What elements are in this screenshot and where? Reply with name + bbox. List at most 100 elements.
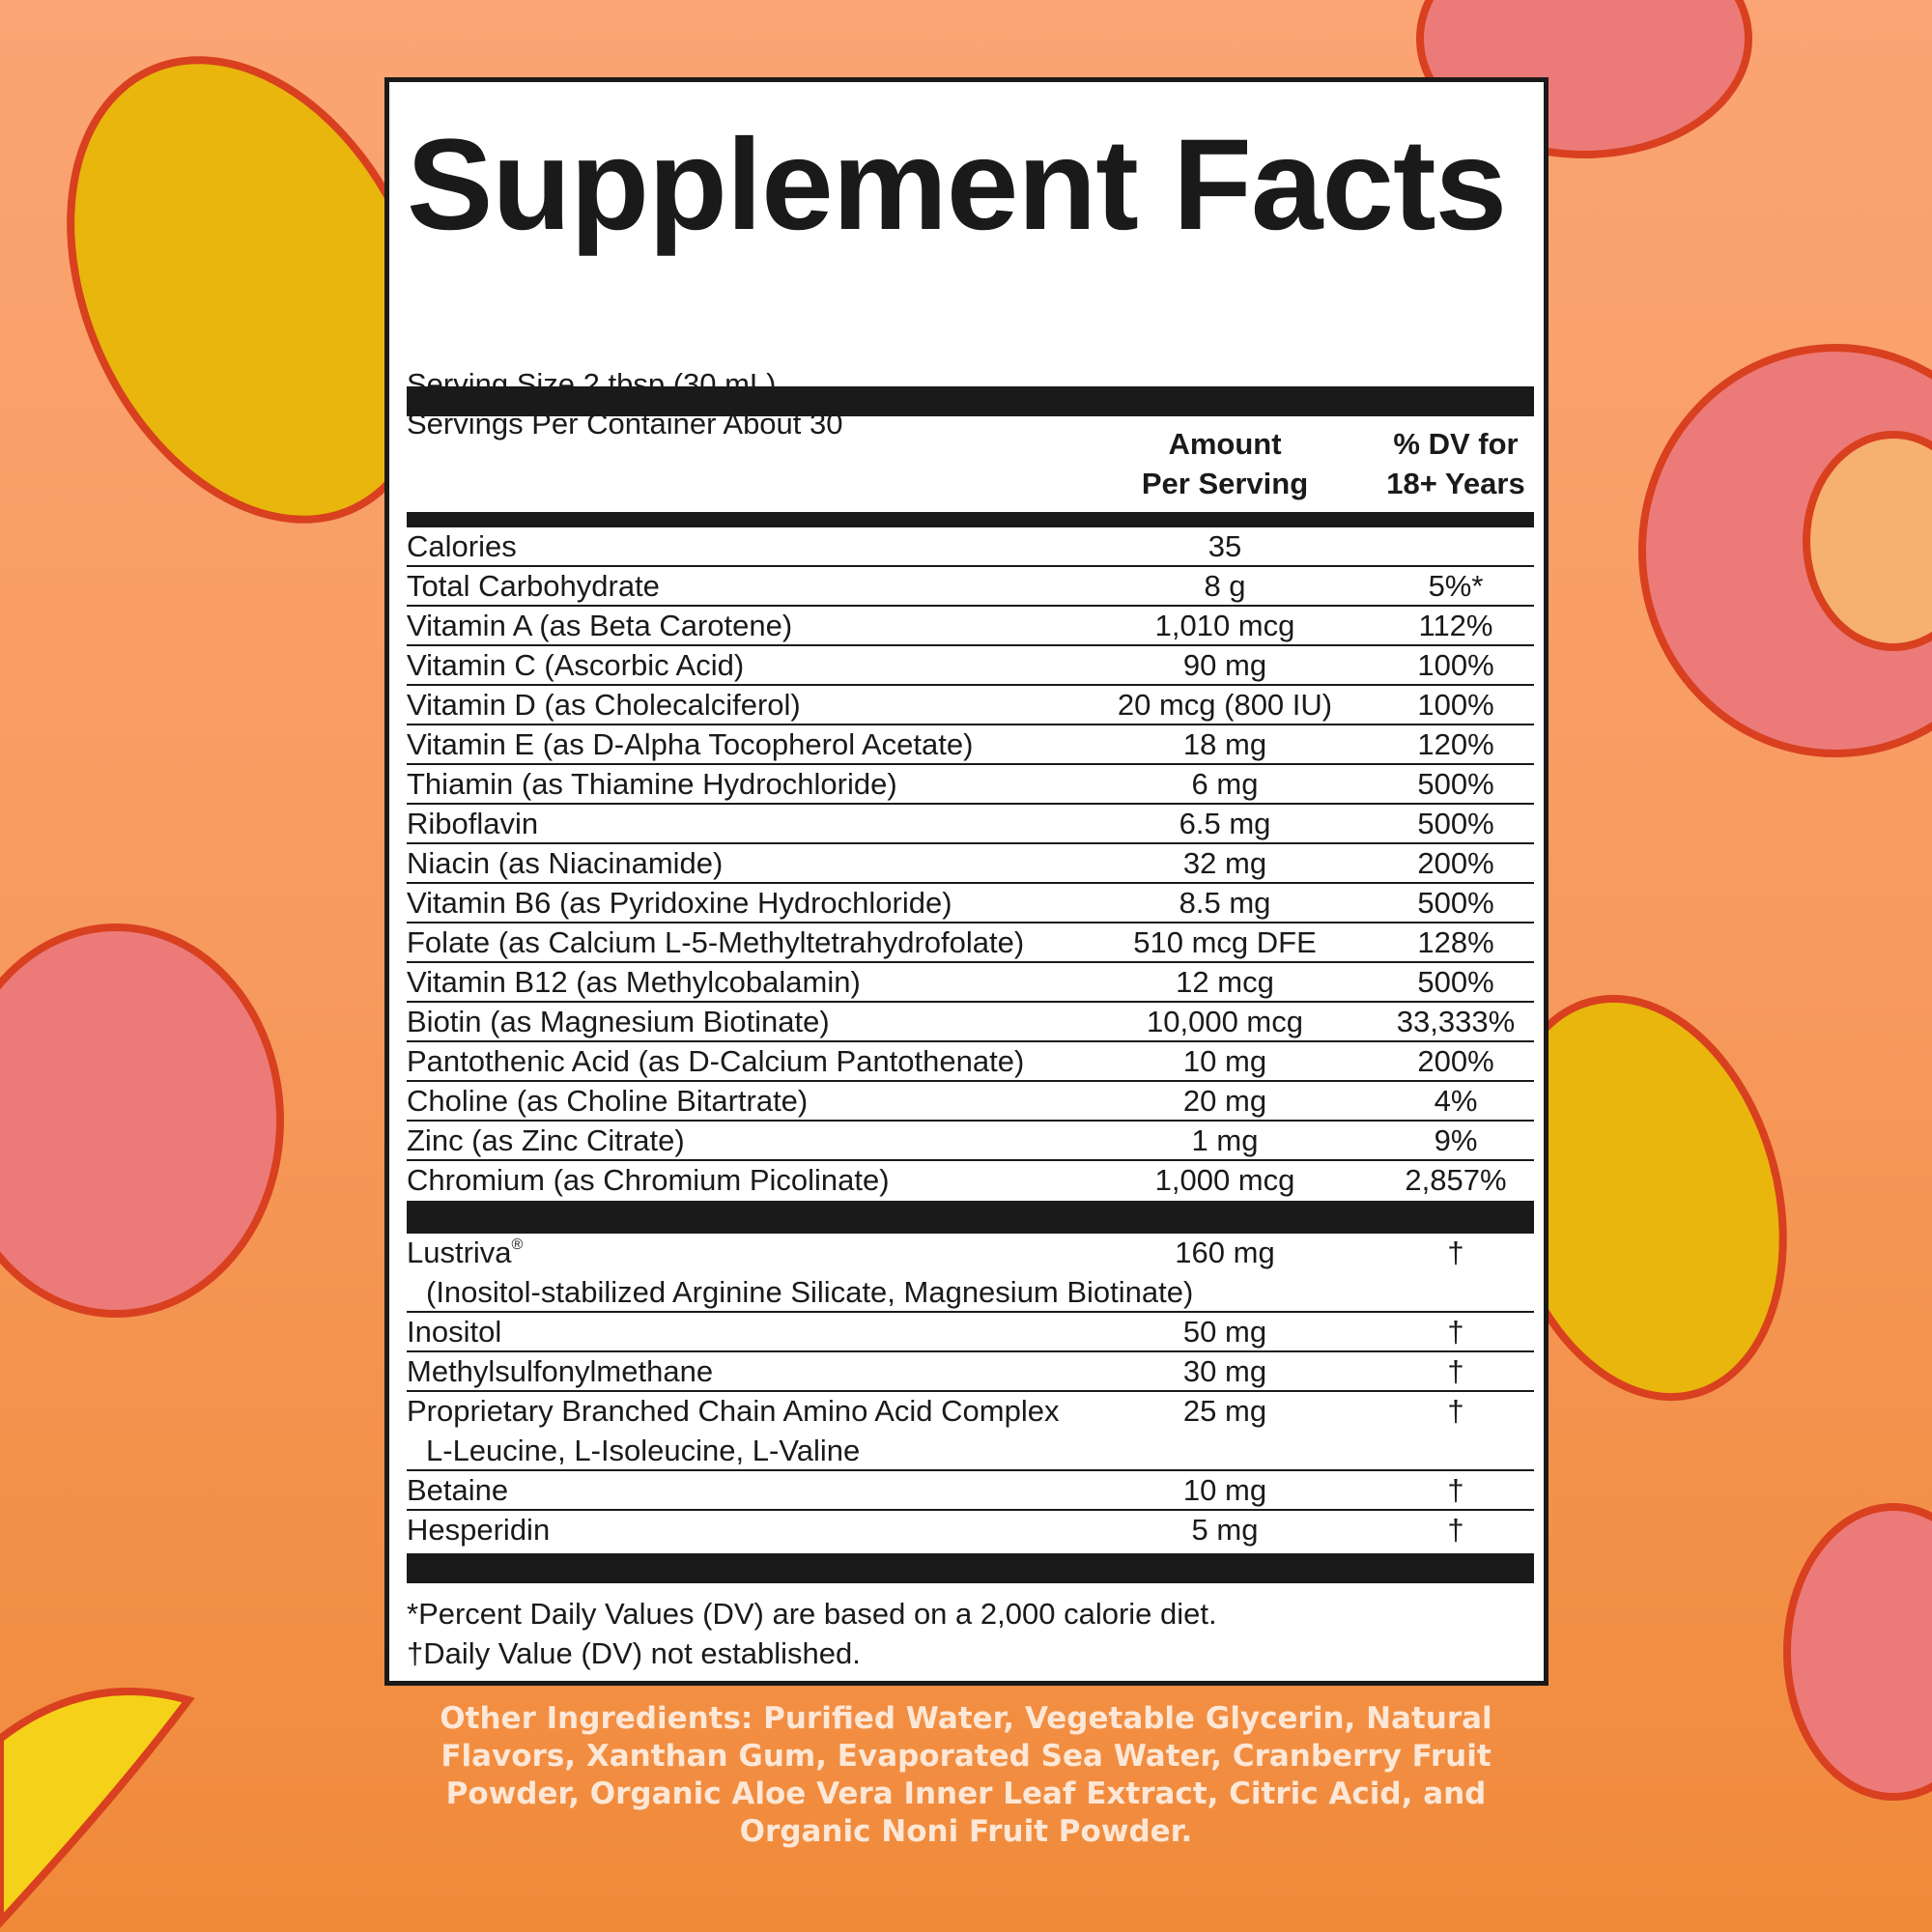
table-row: Total Carbohydrate 8 g 5%* [407,567,1534,607]
table-row: Zinc (as Zinc Citrate) 1 mg 9% [407,1122,1534,1161]
daily-value: 200% [1417,1044,1494,1078]
amount-per-serving: 160 mg [1175,1236,1275,1269]
table-row: Riboflavin 6.5 mg 500% [407,805,1534,844]
nutrient-name-text: Pantothenic Acid (as D-Calcium Pantothen… [407,1044,1025,1078]
amount-per-serving: 10 mg [1182,1473,1267,1507]
nutrient-name-text: Vitamin D (as Cholecalciferol) [407,688,801,722]
nutrient-name: Chromium (as Chromium Picolinate) [407,1161,890,1199]
table-row: Proprietary Branched Chain Amino Acid Co… [407,1392,1534,1471]
amount-per-serving: 18 mg [1182,727,1267,761]
nutrient-name-text: Vitamin B12 (as Methylcobalamin) [407,965,861,999]
amount-per-serving: 8 g [1204,569,1246,603]
divider-bar [407,386,1534,416]
nutrient-name: Total Carbohydrate [407,567,660,605]
table-row: Inositol 50 mg † [407,1313,1534,1352]
amount-per-serving: 1,000 mcg [1154,1163,1295,1197]
nutrient-table: Calories 35 Total Carbohydrate 8 g 5%* Vitami… [407,527,1534,1199]
nutrient-subtext: (Inositol-stabilized Arginine Silicate, … [426,1275,1194,1309]
dv-header-line: 18+ Years [1386,467,1525,500]
daily-value: † [1447,1315,1464,1349]
table-row: Vitamin D (as Cholecalciferol) 20 mcg (80… [407,686,1534,725]
amount-per-serving: 12 mcg [1176,965,1274,999]
daily-value: † [1447,1354,1464,1388]
daily-value: 500% [1417,767,1494,801]
nutrient-name-text: Betaine [407,1473,509,1507]
nutrient-name-text: Inositol [407,1315,502,1349]
amount-per-serving: 10,000 mcg [1147,1005,1303,1038]
table-row: Biotin (as Magnesium Biotinate) 10,000 mc… [407,1003,1534,1042]
amount-per-serving: 90 mg [1182,648,1267,682]
daily-value: 500% [1417,807,1494,840]
nutrient-name: Vitamin B12 (as Methylcobalamin) [407,963,861,1001]
daily-value: 112% [1418,609,1493,642]
nutrient-name: Lustriva® [407,1234,523,1271]
table-row: Methylsulfonylmethane 30 mg † [407,1352,1534,1392]
nutrient-name-text: Lustriva [407,1236,512,1269]
nutrient-name-text: Total Carbohydrate [407,569,660,603]
nutrient-name-text: Vitamin B6 (as Pyridoxine Hydrochloride) [407,886,952,920]
nutrient-name-text: Zinc (as Zinc Citrate) [407,1123,685,1157]
table-row: Vitamin A (as Beta Carotene) 1,010 mcg 112… [407,607,1534,646]
divider-bar [407,1201,1534,1234]
nutrient-name-text: Proprietary Branched Chain Amino Acid Co… [407,1394,1060,1428]
amount-per-serving: 25 mg [1182,1394,1267,1428]
nutrient-name: Inositol [407,1313,501,1350]
nutrient-name-text: Vitamin E (as D-Alpha Tocopherol Acetate… [407,727,974,761]
nutrient-name: Methylsulfonylmethane [407,1352,713,1390]
amount-per-serving: 6 mg [1191,767,1259,801]
amount-per-serving: 1 mg [1191,1123,1259,1157]
table-row: Hesperidin 5 mg † [407,1511,1534,1548]
table-row: Folate (as Calcium L-5-Methyltetrahydrof… [407,923,1534,963]
daily-value: 100% [1417,688,1494,722]
table-row: Choline (as Choline Bitartrate) 20 mg 4% [407,1082,1534,1122]
other-ingredients: Other Ingredients: Purified Water, Veget… [440,1701,1492,1849]
peach-illustration [1783,1503,1932,1801]
divider-bar [407,1553,1534,1583]
daily-value: 4% [1434,1084,1478,1118]
daily-value: 500% [1417,965,1494,999]
nutrient-name: Zinc (as Zinc Citrate) [407,1122,685,1159]
daily-value: 200% [1417,846,1494,880]
daily-value: 128% [1417,925,1494,959]
nutrient-name: Biotin (as Magnesium Biotinate) [407,1003,830,1040]
amount-per-serving: 35 [1208,529,1242,563]
amount-per-serving: 10 mg [1182,1044,1267,1078]
nutrient-name-text: Calories [407,529,517,563]
nutrient-name: Vitamin C (Ascorbic Acid) [407,646,744,684]
nutrient-name: Proprietary Branched Chain Amino Acid Co… [407,1392,1059,1430]
daily-value: † [1447,1236,1464,1269]
nutrient-name-text: Vitamin C (Ascorbic Acid) [407,648,745,682]
nutrient-name-text: Methylsulfonylmethane [407,1354,714,1388]
nutrient-name: Thiamin (as Thiamine Hydrochloride) [407,765,897,803]
daily-value: † [1447,1394,1464,1428]
amount-per-serving: 6.5 mg [1179,807,1271,840]
amount-per-serving: 20 mg [1182,1084,1267,1118]
nutrient-name: Choline (as Choline Bitartrate) [407,1082,808,1120]
panel-title: Supplement Facts [407,113,1507,257]
nutrient-name: Betaine [407,1471,508,1509]
table-row: Vitamin E (as D-Alpha Tocopherol Acetate… [407,725,1534,765]
mango-slice-illustration [0,1688,195,1928]
nutrient-name-text: Vitamin A (as Beta Carotene) [407,609,793,642]
nutrient-name: Vitamin D (as Cholecalciferol) [407,686,801,724]
table-row: Niacin (as Niacinamide) 32 mg 200% [407,844,1534,884]
daily-value: 120% [1417,727,1494,761]
other-actives-table: Lustriva® (Inositol-stabilized Arginine S… [407,1234,1534,1548]
amount-per-serving: 32 mg [1182,846,1267,880]
nutrient-name-text: Chromium (as Chromium Picolinate) [407,1163,890,1197]
nutrient-name: Vitamin B6 (as Pyridoxine Hydrochloride) [407,884,952,922]
peach-illustration [0,923,284,1318]
supplement-facts-panel: Supplement Facts Serving Size 2 tbsp (30… [384,77,1548,1686]
nutrient-name-text: Thiamin (as Thiamine Hydrochloride) [407,767,897,801]
table-row: Betaine 10 mg † [407,1471,1534,1511]
table-row: Lustriva® (Inositol-stabilized Arginine S… [407,1234,1534,1313]
nutrient-name-text: Biotin (as Magnesium Biotinate) [407,1005,830,1038]
nutrient-name: Folate (as Calcium L-5-Methyltetrahydrof… [407,923,1024,961]
footnote-dv: *Percent Daily Values (DV) are based on … [407,1597,1217,1631]
amount-header-line: Per Serving [1141,467,1309,500]
daily-value: 100% [1417,648,1494,682]
table-row: Chromium (as Chromium Picolinate) 1,000 m… [407,1161,1534,1199]
daily-value: 5%* [1428,569,1484,603]
amount-per-serving: 50 mg [1182,1315,1267,1349]
